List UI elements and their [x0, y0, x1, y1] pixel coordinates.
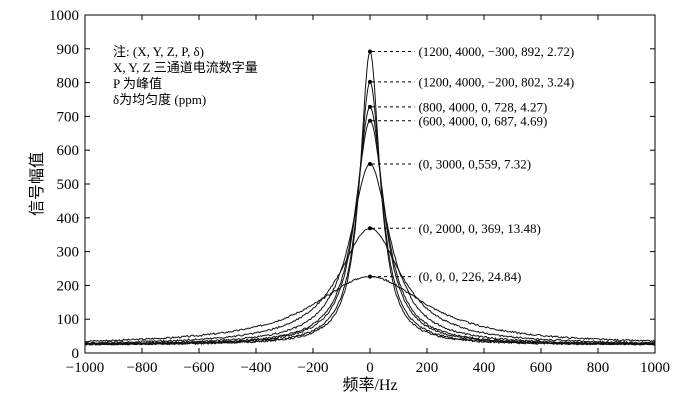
peak-marker [368, 79, 372, 84]
legend-note-line: 注: (X, Y, Z, P, δ) [113, 44, 204, 59]
series-line [84, 227, 655, 345]
peak-annotation-label: (1200, 4000, −200, 802, 3.24) [418, 74, 574, 89]
y-tick-label: 0 [72, 346, 80, 362]
peak-marker [368, 118, 372, 123]
peak-annotation-label: (800, 4000, 0, 728, 4.27) [418, 99, 547, 114]
x-tick-label: 800 [587, 360, 610, 376]
y-tick-label: 500 [57, 177, 80, 193]
x-tick-label: 600 [530, 360, 553, 376]
peak-annotation-label: (0, 2000, 0, 369, 13.48) [418, 221, 540, 236]
series-line [84, 120, 656, 346]
x-tick-label: −800 [127, 360, 158, 376]
y-tick-label: 800 [57, 76, 80, 92]
legend-note-line: P 为峰值 [113, 76, 162, 91]
peak-marker [368, 274, 372, 279]
y-tick-label: 400 [57, 211, 80, 227]
y-tick-label: 700 [57, 109, 80, 125]
peak-marker [368, 162, 372, 167]
x-tick-label: 1000 [640, 360, 670, 376]
series-line [84, 163, 656, 345]
x-tick-label: 200 [416, 360, 439, 376]
peak-annotations: (1200, 4000, −300, 892, 2.72) (1200, 4000… [368, 44, 574, 284]
peak-annotation-label: (0, 0, 0, 226, 24.84) [418, 269, 521, 284]
x-tick-label: −400 [241, 360, 272, 376]
legend-note-line: δ为均匀度 (ppm) [113, 92, 206, 107]
legend-note-line: X, Y, Z 三通道电流数字量 [113, 60, 258, 75]
x-tick-label: −200 [298, 360, 329, 376]
peak-annotation-label: (600, 4000, 0, 687, 4.69) [418, 113, 547, 128]
y-tick-label: 300 [57, 245, 80, 261]
y-tick-label: 200 [57, 278, 80, 294]
peak-annotation-label: (0, 3000, 0,559, 7.32) [418, 157, 531, 172]
y-tick-label: 1000 [49, 8, 79, 24]
x-tick-label: 0 [366, 360, 374, 376]
x-axis-title: 频率/Hz [342, 376, 397, 394]
series-line [84, 106, 656, 346]
axis-ticks: −1000 −800 −600 −400 −200 0 200 400 600 800 1000 0 1… [49, 8, 670, 376]
y-tick-label: 900 [57, 42, 80, 58]
y-tick-label: 100 [57, 312, 80, 328]
peak-marker [368, 49, 372, 54]
x-tick-label: 400 [473, 360, 496, 376]
peak-marker [368, 226, 372, 231]
peak-annotation-label: (1200, 4000, −300, 892, 2.72) [418, 44, 574, 59]
y-axis-title: 信号幅值 [28, 152, 46, 216]
y-tick-label: 600 [57, 143, 80, 159]
series-line [84, 276, 656, 343]
x-tick-label: −1000 [66, 360, 104, 376]
peak-marker [368, 104, 372, 109]
x-tick-label: −600 [184, 360, 215, 376]
